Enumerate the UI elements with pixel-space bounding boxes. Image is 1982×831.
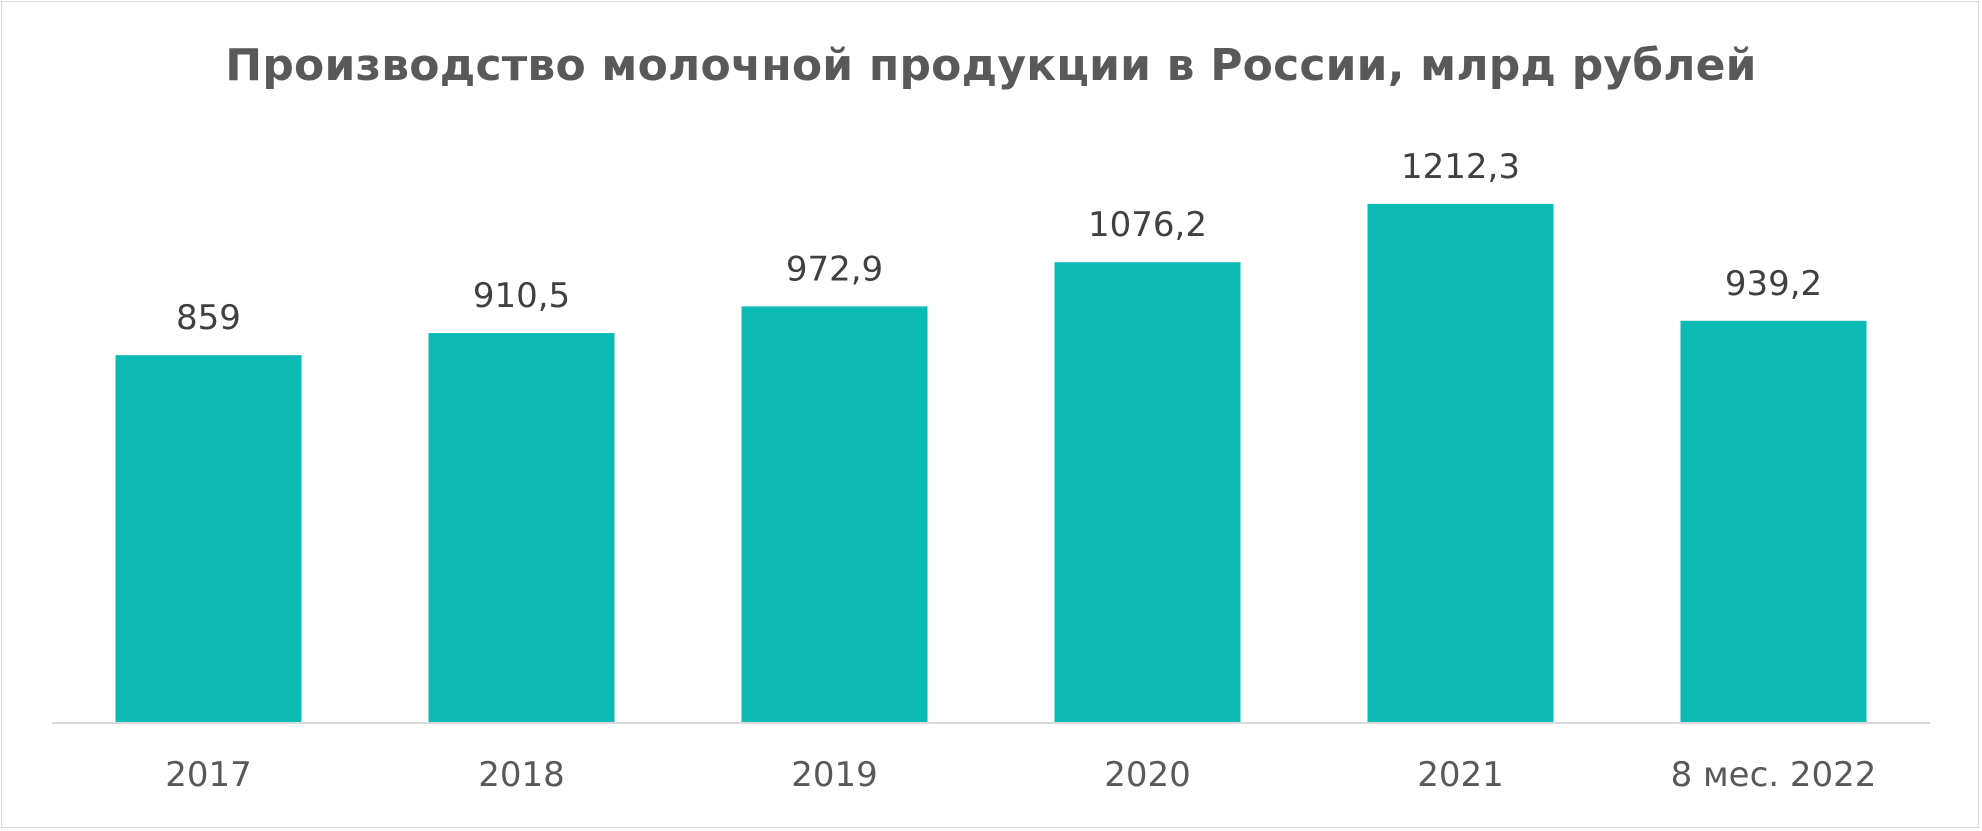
data-label-5: 1212,3 <box>1401 147 1520 187</box>
data-label-1: 859 <box>176 298 241 338</box>
bar-1 <box>115 355 302 723</box>
bar-2 <box>428 333 615 723</box>
bars-layer <box>115 203 1867 723</box>
bar-3 <box>741 306 928 723</box>
category-label-3: 2019 <box>791 755 878 795</box>
bar-4 <box>1054 262 1241 723</box>
chart-title: Производство молочной продукции в России… <box>225 40 1757 91</box>
category-label-6: 8 мес. 2022 <box>1671 755 1877 795</box>
labels-layer: 859 2017 910,5 2018 972,9 2019 1076,2 2020 1212,… <box>165 147 1876 795</box>
data-label-6: 939,2 <box>1725 264 1822 304</box>
category-label-1: 2017 <box>165 755 252 795</box>
category-label-4: 2020 <box>1104 755 1191 795</box>
category-label-5: 2021 <box>1417 755 1504 795</box>
data-label-2: 910,5 <box>473 276 570 316</box>
bar-5 <box>1367 203 1554 723</box>
data-label-4: 1076,2 <box>1088 205 1207 245</box>
category-label-2: 2018 <box>478 755 565 795</box>
data-label-3: 972,9 <box>786 249 883 289</box>
bar-6 <box>1680 320 1867 723</box>
